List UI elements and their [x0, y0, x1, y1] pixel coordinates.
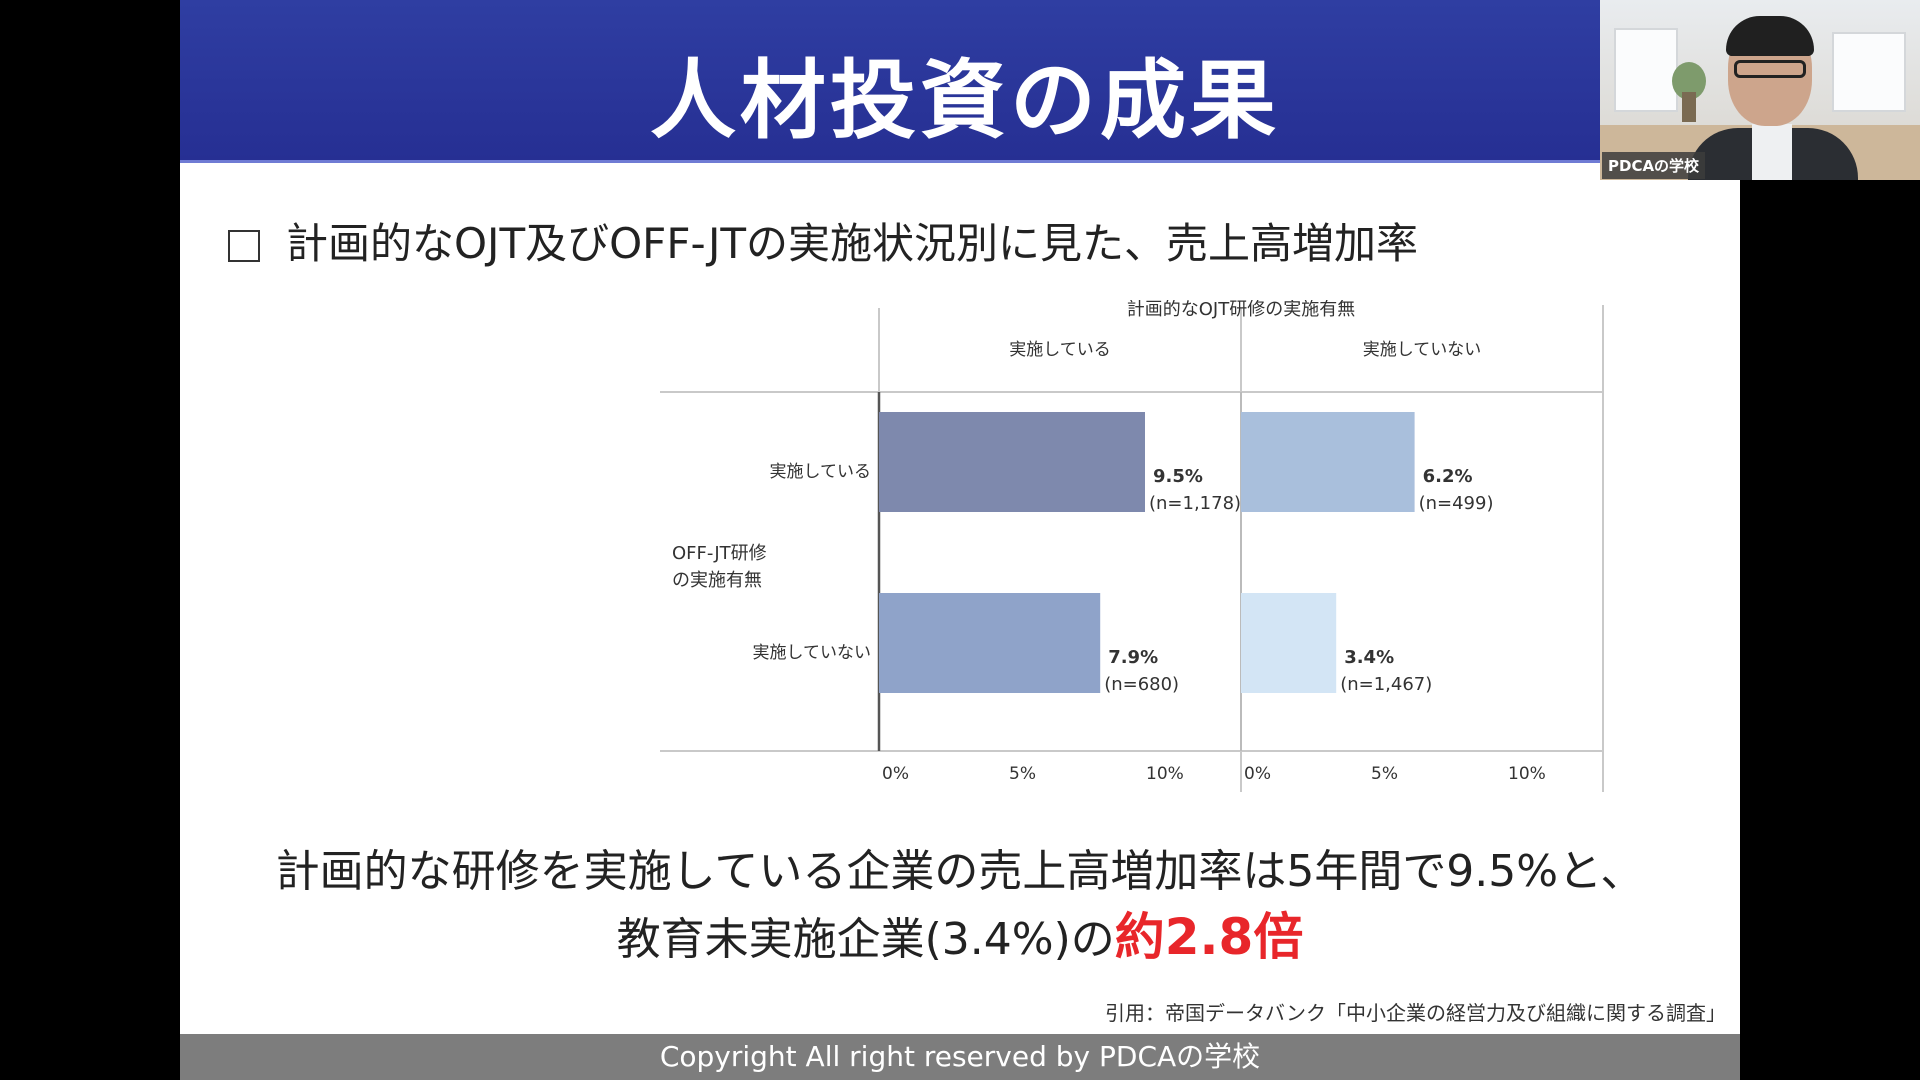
chart-facet-label: 実施していない [1363, 340, 1482, 360]
title-bar: 人材投資の成果 [180, 0, 1740, 163]
chart-x-tick-label: 0% [1244, 764, 1271, 784]
chart-title: 計画的なOJT研修の実施有無 [1127, 300, 1355, 320]
chart-row-axis-label: OFF-JT研修 [672, 543, 767, 564]
conclusion-highlight: 約2.8倍 [1114, 908, 1304, 966]
slide-subtitle: 計画的なOJT及びOFF-JTの実施状況別に見た、売上高増加率 [228, 210, 1418, 271]
chart-category-label: 実施している [770, 462, 872, 482]
chart-bar [1241, 412, 1415, 512]
chart-sample-size-label: (n=1,467) [1340, 674, 1432, 695]
chart-facet-label: 実施している [1009, 340, 1111, 360]
chart-x-tick-label: 0% [882, 764, 909, 784]
chart-sample-size-label: (n=499) [1419, 493, 1494, 514]
presenter-hair [1726, 16, 1814, 56]
chart-x-tick-label: 10% [1508, 764, 1546, 784]
webcam-name-label: PDCAの学校 [1602, 152, 1706, 179]
webcam-video[interactable]: PDCAの学校 [1600, 0, 1920, 180]
presentation-slide: 人材投資の成果 計画的なOJT及びOFF-JTの実施状況別に見た、売上高増加率 … [180, 0, 1740, 1080]
conclusion-line-2: 教育未実施企業(3.4%)の約2.8倍 [180, 897, 1740, 969]
chart-data-label: 7.9% [1108, 647, 1158, 668]
chart-bar [1241, 593, 1337, 693]
room-window [1614, 28, 1678, 112]
chart-x-tick-label: 5% [1009, 764, 1036, 784]
chart-category-label: 実施していない [753, 643, 872, 663]
slide-title: 人材投資の成果 [650, 51, 1280, 151]
glasses-icon [1734, 60, 1806, 78]
chart-bar [879, 593, 1101, 693]
checkbox-bullet-icon [228, 230, 260, 262]
chart-sample-size-label: (n=680) [1104, 674, 1179, 695]
chart-data-label: 9.5% [1153, 466, 1203, 487]
chart-sample-size-label: (n=1,178) [1149, 493, 1241, 514]
chart-bar [879, 412, 1145, 512]
plant-pot [1682, 92, 1696, 122]
chart-x-tick-label: 5% [1371, 764, 1398, 784]
chart-data-label: 3.4% [1344, 647, 1394, 668]
chart-row-axis-label: の実施有無 [672, 570, 762, 591]
conclusion-line-1: 計画的な研修を実施している企業の売上高増加率は5年間で9.5%と、 [275, 846, 1645, 897]
copyright-footer: Copyright All right reserved by PDCAの学校 [180, 1034, 1740, 1080]
subtitle-text: 計画的なOJT及びOFF-JTの実施状況別に見た、売上高増加率 [286, 219, 1419, 268]
chart-data-label: 6.2% [1423, 466, 1473, 487]
room-window [1832, 32, 1906, 112]
conclusion-line-2-prefix: 教育未実施企業(3.4%)の [616, 914, 1115, 965]
citation: 引用：帝国データバンク「中小企業の経営力及び組織に関する調査」 [1105, 1001, 1726, 1025]
presenter-shirt [1752, 124, 1792, 180]
chart-x-tick-label: 10% [1146, 764, 1184, 784]
